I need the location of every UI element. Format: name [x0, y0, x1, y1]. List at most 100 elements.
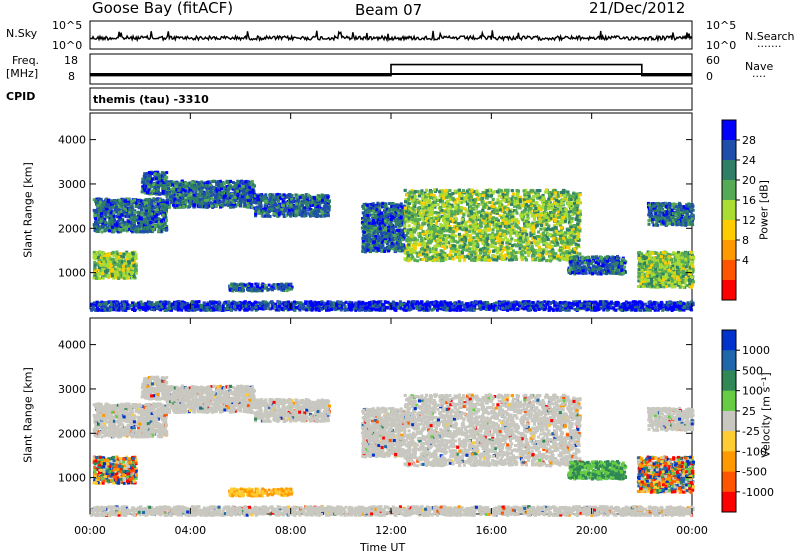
power-cell: [203, 193, 206, 196]
power-cell: [141, 190, 144, 193]
power-cell: [150, 202, 153, 205]
power-cell: [141, 180, 144, 183]
power-cell: [181, 197, 184, 200]
power-cell: [114, 202, 117, 205]
power-cell: [137, 200, 140, 203]
power-cell: [252, 189, 255, 192]
power-cell: [165, 219, 168, 222]
power-cell: [107, 199, 110, 202]
radar-chart: 00:00 04:00 08:00 12:00 16:00 20:00 00:0040003…: [0, 0, 800, 554]
power-cell: [247, 205, 250, 208]
power-cell: [165, 205, 168, 208]
power-cell: [133, 199, 136, 202]
power-cell: [146, 191, 149, 194]
power-cell: [250, 202, 253, 205]
power-cell: [135, 205, 138, 208]
power-cell: [211, 202, 214, 205]
power-cell: [236, 180, 239, 183]
power-cell: [124, 205, 127, 208]
power-cell: [123, 210, 126, 213]
power-cell: [184, 185, 187, 188]
power-cell: [143, 172, 146, 175]
power-cell: [148, 175, 151, 178]
power-cell: [147, 217, 150, 220]
power-cell: [110, 211, 113, 214]
power-cell: [146, 227, 149, 230]
power-cell: [243, 204, 246, 207]
power-cell: [105, 203, 108, 206]
power-cell: [187, 197, 190, 200]
power-cell: [149, 172, 152, 175]
power-cell: [113, 211, 116, 214]
power-cell: [111, 206, 114, 209]
power-cell: [98, 228, 101, 231]
power-cell: [174, 198, 177, 201]
cpid-panel-frame: [90, 88, 692, 110]
power-cell: [138, 225, 141, 228]
power-cell: [149, 225, 152, 228]
power-cell: [252, 183, 255, 186]
power-cell: [190, 184, 193, 187]
power-cell: [167, 182, 170, 185]
power-cell: [123, 226, 126, 229]
power-cell: [223, 204, 226, 207]
power-cell: [118, 216, 121, 219]
power-cell: [166, 201, 169, 204]
power-cell: [148, 198, 151, 201]
power-cell: [206, 181, 209, 184]
noise-sky-trace: [90, 30, 692, 40]
power-cell: [176, 204, 179, 207]
power-cell: [132, 226, 135, 229]
power-cell: [162, 191, 165, 194]
power-cell: [177, 189, 180, 192]
power-cell: [159, 182, 162, 185]
power-cell: [204, 184, 207, 187]
power-cell: [172, 187, 175, 190]
power-cell: [138, 206, 141, 209]
power-cell: [161, 226, 164, 229]
power-cell: [100, 230, 103, 233]
power-cell: [145, 207, 148, 210]
power-cell: [232, 181, 235, 184]
power-cell: [162, 187, 165, 190]
power-cell: [159, 192, 162, 195]
power-cell: [108, 229, 111, 232]
power-cell: [229, 180, 232, 183]
power-cell: [164, 176, 167, 179]
power-cell: [143, 220, 146, 223]
power-cell: [101, 206, 104, 209]
power-cell: [141, 214, 144, 217]
power-cell: [130, 200, 133, 203]
power-cell: [138, 218, 141, 221]
power-cell: [94, 217, 97, 220]
power-cell: [184, 194, 187, 197]
power-cell: [158, 177, 161, 180]
power-cell: [104, 221, 107, 224]
power-cell: [101, 225, 104, 228]
power-cell: [126, 215, 129, 218]
power-cell: [197, 182, 200, 185]
power-cell: [168, 206, 171, 209]
power-cell: [227, 187, 230, 190]
power-cell: [220, 187, 223, 190]
power-cell: [156, 208, 159, 211]
power-cell: [170, 200, 173, 203]
power-cell: [155, 198, 158, 201]
power-cell: [166, 198, 169, 201]
power-cell: [160, 220, 163, 223]
power-cell: [157, 181, 160, 184]
power-cell: [191, 181, 194, 184]
power-cell: [118, 228, 121, 231]
power-cell: [163, 184, 166, 187]
power-cell: [117, 202, 120, 205]
power-cell: [110, 217, 113, 220]
power-cell: [201, 186, 204, 189]
power-cell: [206, 206, 209, 209]
power-cell: [148, 212, 151, 215]
power-cell: [165, 191, 168, 194]
power-cell: [114, 223, 117, 226]
power-cell: [151, 217, 154, 220]
power-cell: [141, 178, 144, 181]
power-cell: [100, 212, 103, 215]
power-cell: [171, 183, 174, 186]
